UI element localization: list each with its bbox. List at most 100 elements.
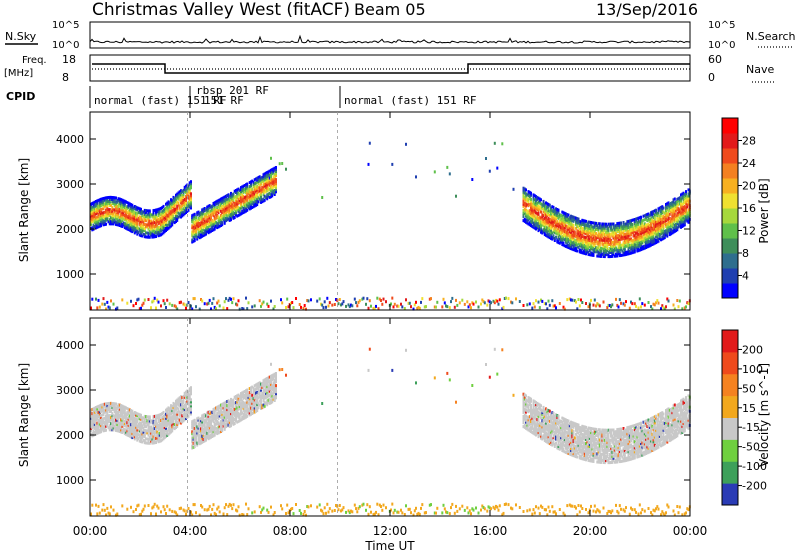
velocity-cell (178, 408, 180, 411)
power-cell (538, 301, 540, 304)
power-cell (415, 301, 417, 304)
power-cell (376, 297, 378, 300)
power-cell (133, 304, 135, 307)
power-cell (574, 230, 576, 233)
noise-right-tick-bottom: 10^0 (708, 40, 735, 51)
velocity-cell (155, 513, 157, 516)
power-cell (274, 305, 276, 308)
power-cell (679, 300, 681, 303)
power-cell (325, 306, 327, 309)
power-cell (593, 304, 595, 307)
velocity-cell (96, 512, 98, 515)
power-cell (489, 170, 491, 173)
velocity-cell (190, 398, 192, 401)
power-cell (534, 215, 536, 218)
power-cell (106, 301, 108, 304)
power-cell (400, 303, 402, 306)
power-cell (603, 301, 605, 304)
power-cell (530, 198, 532, 201)
power-cell (331, 304, 333, 307)
colorbar-tick-label: 12 (742, 225, 756, 238)
power-cell (635, 305, 637, 308)
power-cell (148, 298, 150, 301)
noise-panel: N.Sky 10^5 10^0 10^5 10^0 N.Search (5, 20, 796, 51)
power-cell (248, 301, 250, 304)
velocity-cell (154, 503, 156, 506)
power-cell (620, 222, 622, 225)
power-cell (160, 304, 162, 307)
power-cell (669, 213, 671, 216)
power-cell (211, 302, 213, 305)
power-cell (515, 297, 517, 300)
power-cell (668, 300, 670, 303)
power-cell (455, 195, 457, 198)
power-cell (658, 302, 660, 305)
power-cell (319, 297, 321, 300)
power-cell (644, 304, 646, 307)
power-cell (150, 306, 152, 309)
power-cell (165, 306, 167, 309)
power-cell (126, 302, 128, 305)
power-cell (576, 250, 578, 253)
power-cell (455, 299, 457, 302)
power-cell (310, 298, 312, 301)
power-cell (251, 188, 253, 191)
power-cell (293, 306, 295, 309)
power-cell (545, 302, 547, 305)
power-cell (366, 297, 368, 300)
freq-tick-bottom: 8 (62, 71, 69, 84)
power-cell (459, 301, 461, 304)
power-cell (466, 300, 468, 303)
power-cell (470, 306, 472, 309)
velocity-cell (194, 503, 196, 506)
y-tick-label: 3000 (56, 178, 84, 191)
power-cell (355, 301, 357, 304)
power-cell (194, 297, 196, 300)
power-cell (673, 304, 675, 307)
velocity-cell (131, 410, 133, 413)
power-cell (685, 190, 687, 193)
power-cell (541, 300, 543, 303)
cpid-label: CPID (6, 90, 35, 103)
colorbar-swatch (722, 133, 738, 149)
power-cell (99, 306, 101, 309)
power-cell (641, 302, 643, 305)
velocity-cell (105, 429, 107, 432)
power-cell (579, 304, 581, 307)
power-cell (154, 297, 156, 300)
power-cell (625, 300, 627, 303)
power-cell (443, 298, 445, 301)
power-cell (588, 305, 590, 308)
power-cell (553, 234, 555, 237)
power-cell (213, 297, 215, 300)
freq-label-1: Freq. (22, 55, 47, 66)
velocity-cell (138, 504, 140, 507)
power-cell (368, 163, 370, 166)
velocity-cell (180, 507, 182, 510)
power-cell (410, 305, 412, 308)
velocity-cell (104, 509, 106, 512)
velocity-cell (98, 505, 100, 508)
velocity-cell (140, 513, 142, 516)
power-cell (328, 305, 330, 308)
power-cell (599, 304, 601, 307)
power-cell (540, 211, 542, 214)
power-cell (640, 305, 642, 308)
power-cell (461, 299, 463, 302)
power-cell (135, 302, 137, 305)
power-cell (190, 180, 192, 183)
power-cell (326, 297, 328, 300)
power-cell (548, 300, 550, 303)
power-cell (263, 301, 265, 304)
power-cell (678, 305, 680, 308)
power-cell (171, 304, 173, 307)
power-cell (409, 302, 411, 305)
power-cell (195, 305, 197, 308)
power-cell (611, 303, 613, 306)
power-cell (568, 214, 570, 217)
velocity-cell (149, 415, 151, 418)
power-cell (259, 299, 261, 302)
power-cell (370, 305, 372, 308)
